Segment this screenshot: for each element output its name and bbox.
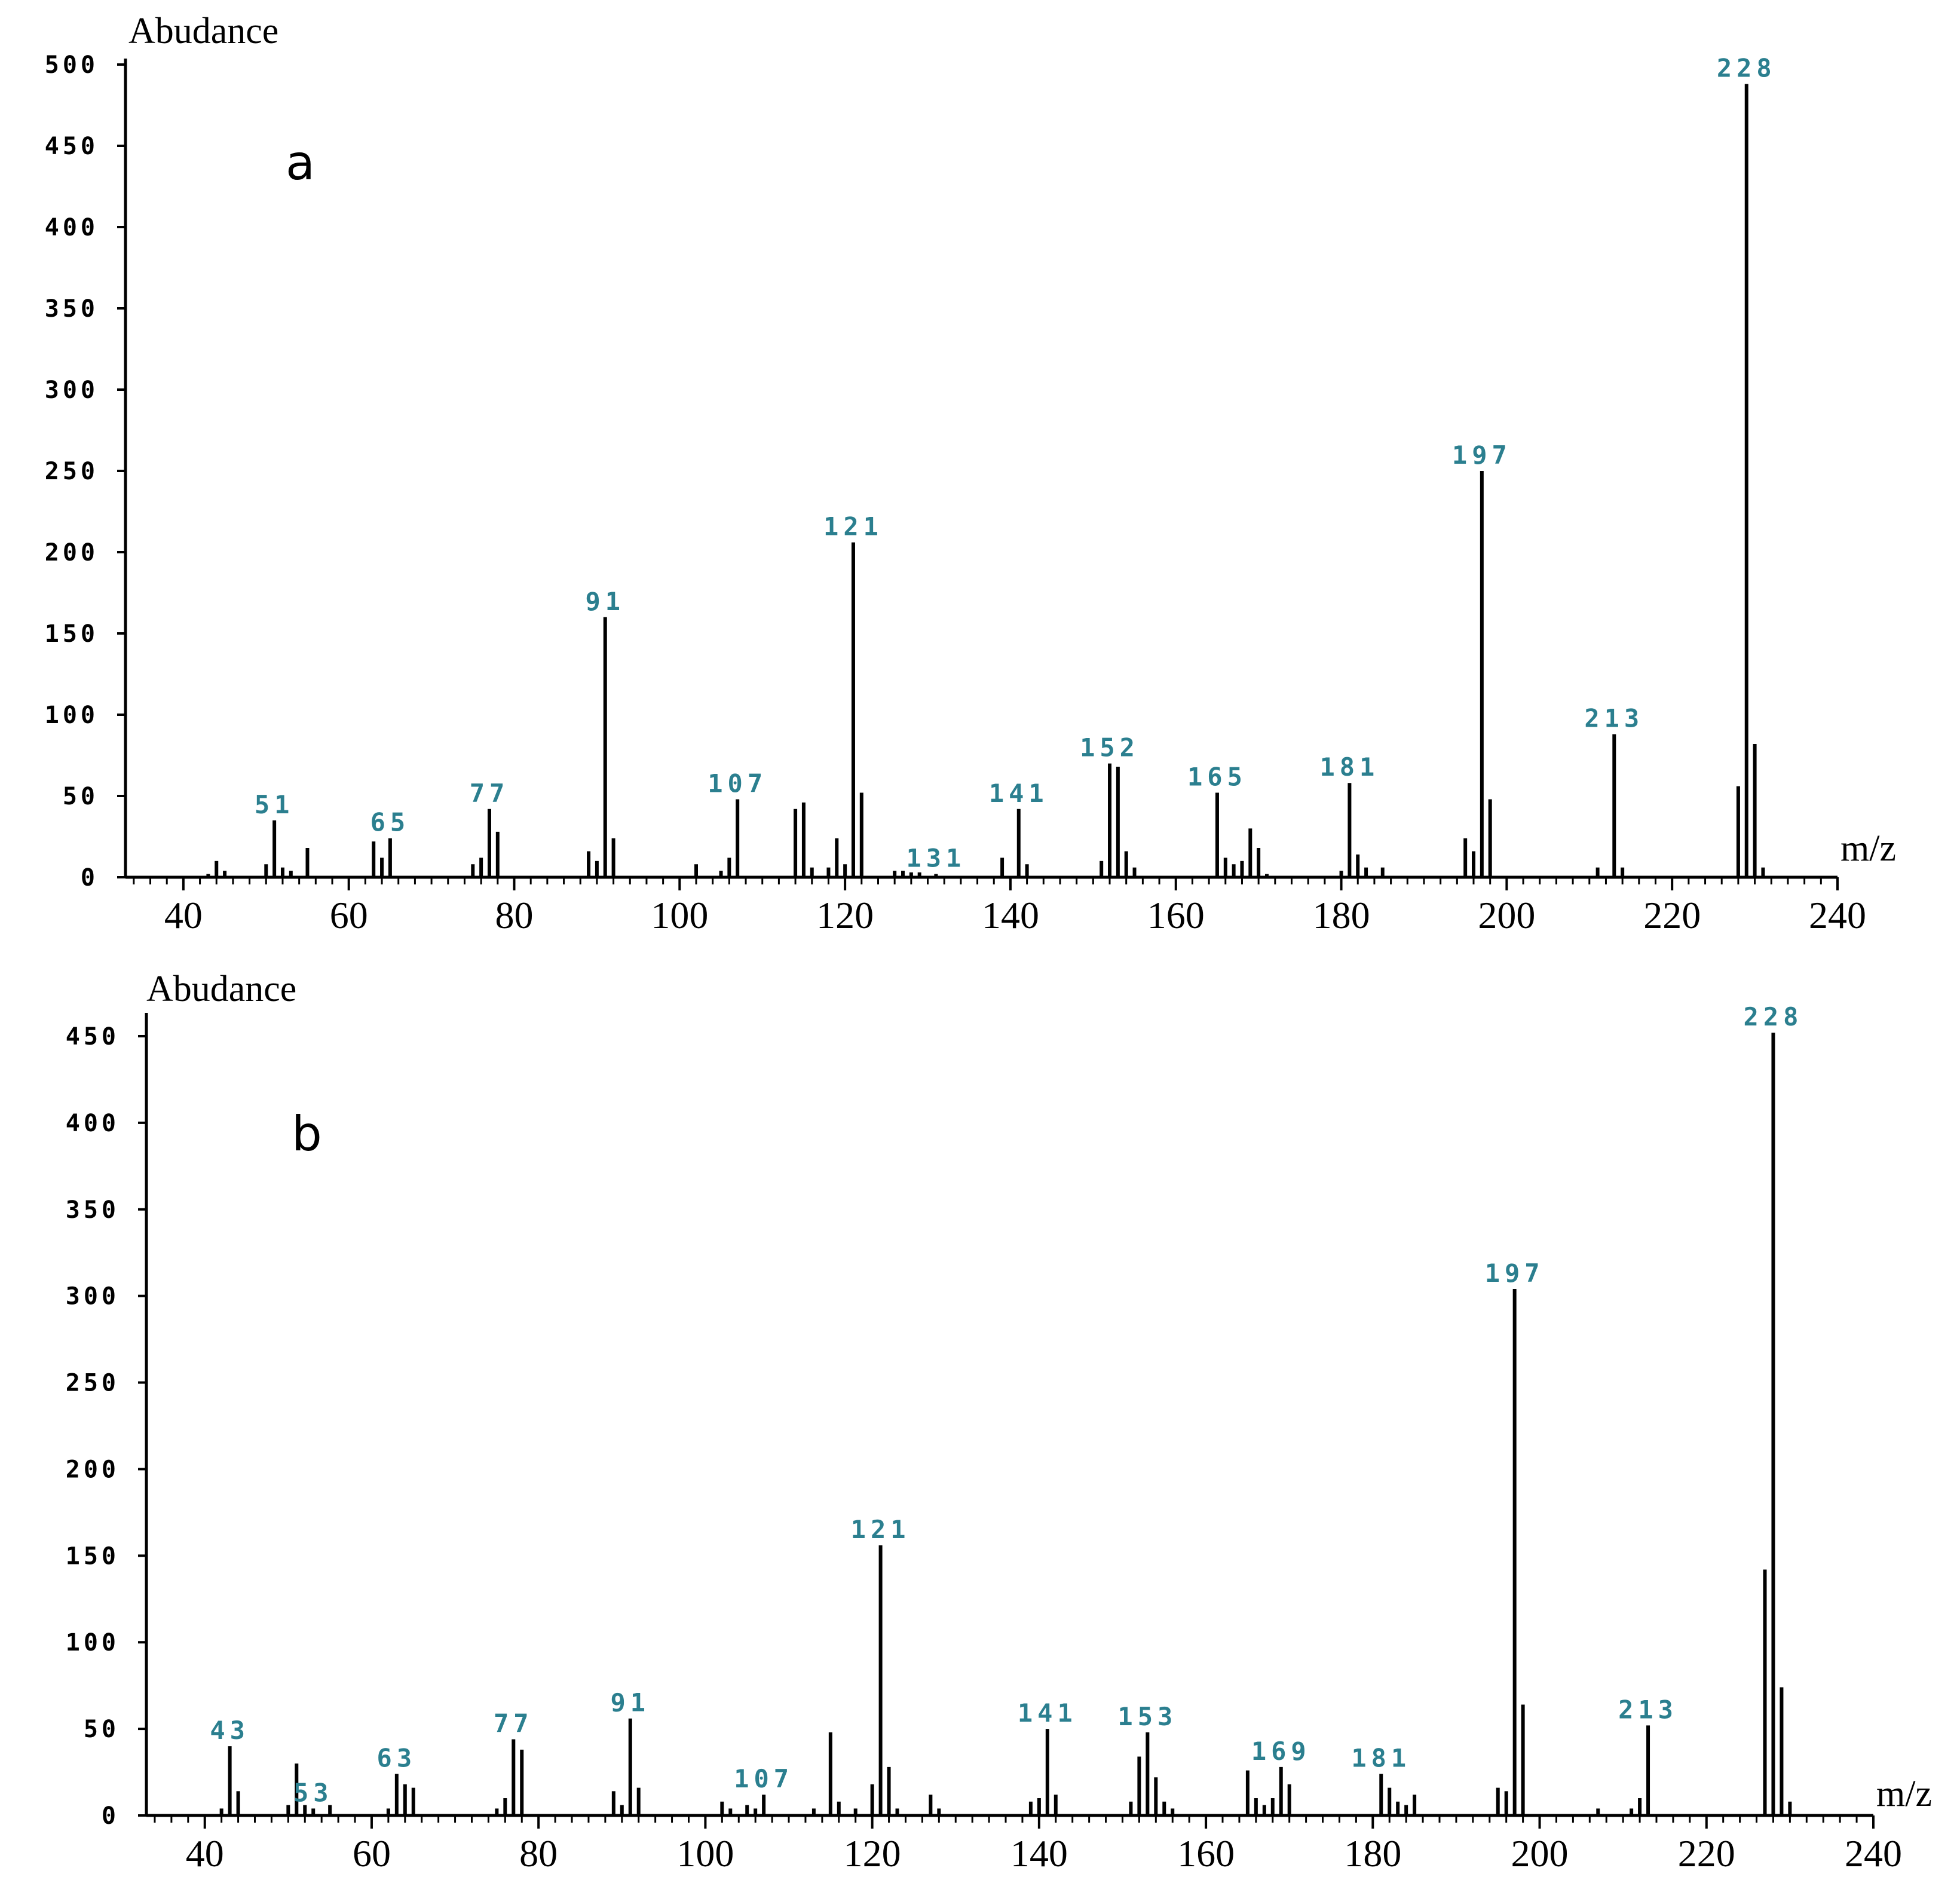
x-tick-label: 160 xyxy=(1147,894,1205,936)
y-tick-label: 450 xyxy=(66,1023,120,1051)
peak-mz-label: 131 xyxy=(906,844,966,873)
y-tick-label: 250 xyxy=(45,458,99,485)
y-tick-label: 150 xyxy=(45,620,99,648)
y-tick-label: 200 xyxy=(45,539,99,567)
x-tick-label: 60 xyxy=(330,894,368,936)
x-axis-title: m/z xyxy=(1876,1774,1932,1814)
peak-mz-label: 141 xyxy=(989,779,1049,808)
peak-mz-label: 197 xyxy=(1452,440,1512,470)
peak-mz-label: 65 xyxy=(370,808,411,837)
peak-mz-label: 51 xyxy=(255,790,295,819)
peak-mz-label: 91 xyxy=(610,1688,650,1717)
x-tick-label: 120 xyxy=(816,894,874,936)
peak-mz-label: 228 xyxy=(1717,54,1777,83)
x-tick-label: 220 xyxy=(1643,894,1701,936)
x-tick-label: 200 xyxy=(1511,1832,1569,1875)
y-tick-label: 200 xyxy=(66,1456,120,1483)
x-tick-label: 200 xyxy=(1478,894,1535,936)
peak-mz-label: 213 xyxy=(1618,1695,1678,1724)
x-tick-label: 40 xyxy=(164,894,203,936)
peak-mz-label: 63 xyxy=(377,1743,417,1772)
x-tick-label: 80 xyxy=(519,1832,558,1875)
x-tick-label: 220 xyxy=(1678,1832,1735,1875)
peak-mz-label: 153 xyxy=(1117,1702,1177,1731)
x-tick-label: 240 xyxy=(1845,1832,1902,1875)
y-tick-label: 300 xyxy=(66,1283,120,1311)
peak-mz-label: 43 xyxy=(210,1716,250,1745)
y-axis-title: Abudance xyxy=(146,969,296,1009)
x-tick-label: 160 xyxy=(1177,1832,1235,1875)
spectrum-panel-b: 0 50 100 150 200 250 300 350 400 450 40 60 80 100 120 1… xyxy=(66,969,1932,1875)
y-axis-title: Abudance xyxy=(128,11,278,51)
peak-mz-label: 91 xyxy=(585,587,625,616)
x-tick-label: 100 xyxy=(676,1832,734,1875)
x-tick-label: 240 xyxy=(1809,894,1866,936)
peak-mz-label: 169 xyxy=(1251,1737,1311,1766)
x-tick-label: 40 xyxy=(186,1832,224,1875)
peak-mz-label: 141 xyxy=(1018,1698,1077,1728)
y-tick-label: 150 xyxy=(66,1542,120,1570)
y-tick-label: 0 xyxy=(81,864,99,892)
y-tick-label: 400 xyxy=(45,214,99,241)
y-tick-label: 500 xyxy=(45,51,99,79)
peak-mz-label: 121 xyxy=(851,1515,911,1544)
peak-mz-label: 181 xyxy=(1319,752,1379,782)
y-tick-label: 300 xyxy=(45,376,99,404)
y-tick-label: 350 xyxy=(45,295,99,323)
y-tick-label: 0 xyxy=(102,1802,120,1830)
peak-mz-label: 107 xyxy=(708,768,767,798)
x-tick-label: 120 xyxy=(844,1832,901,1875)
y-tick-label: 350 xyxy=(66,1196,120,1224)
peak-mz-label: 197 xyxy=(1485,1259,1545,1288)
x-tick-label: 80 xyxy=(495,894,534,936)
peak-mz-label: 181 xyxy=(1351,1743,1411,1772)
y-tick-label: 400 xyxy=(66,1110,120,1137)
y-tick-label: 50 xyxy=(84,1716,120,1743)
x-tick-label: 60 xyxy=(353,1832,391,1875)
x-tick-label: 140 xyxy=(982,894,1039,936)
peak-mz-label: 228 xyxy=(1744,1002,1803,1031)
peak-mz-label: 213 xyxy=(1584,704,1644,733)
x-tick-label: 180 xyxy=(1313,894,1370,936)
panel-letter: a xyxy=(286,135,315,191)
y-tick-label: 50 xyxy=(63,783,99,810)
peak-mz-label: 53 xyxy=(293,1778,333,1807)
y-tick-label: 100 xyxy=(66,1629,120,1657)
spectrum-panel-a: 0 50 100 150 200 250 300 350 400 450 500 40 60 80 100 1… xyxy=(45,11,1896,936)
peak-mz-label: 107 xyxy=(734,1764,794,1793)
peak-mz-label: 152 xyxy=(1080,733,1140,763)
y-tick-label: 450 xyxy=(45,133,99,160)
x-tick-label: 140 xyxy=(1010,1832,1068,1875)
panel-letter: b xyxy=(292,1106,322,1162)
peak-mz-label: 77 xyxy=(494,1708,534,1738)
y-tick-label: 100 xyxy=(45,702,99,729)
peak-mz-label: 77 xyxy=(470,779,510,808)
peak-mz-label: 165 xyxy=(1187,763,1247,792)
x-axis-title: m/z xyxy=(1840,828,1896,869)
x-tick-label: 180 xyxy=(1344,1832,1401,1875)
peak-mz-label: 121 xyxy=(823,512,883,541)
y-tick-label: 250 xyxy=(66,1370,120,1397)
x-tick-label: 100 xyxy=(651,894,708,936)
